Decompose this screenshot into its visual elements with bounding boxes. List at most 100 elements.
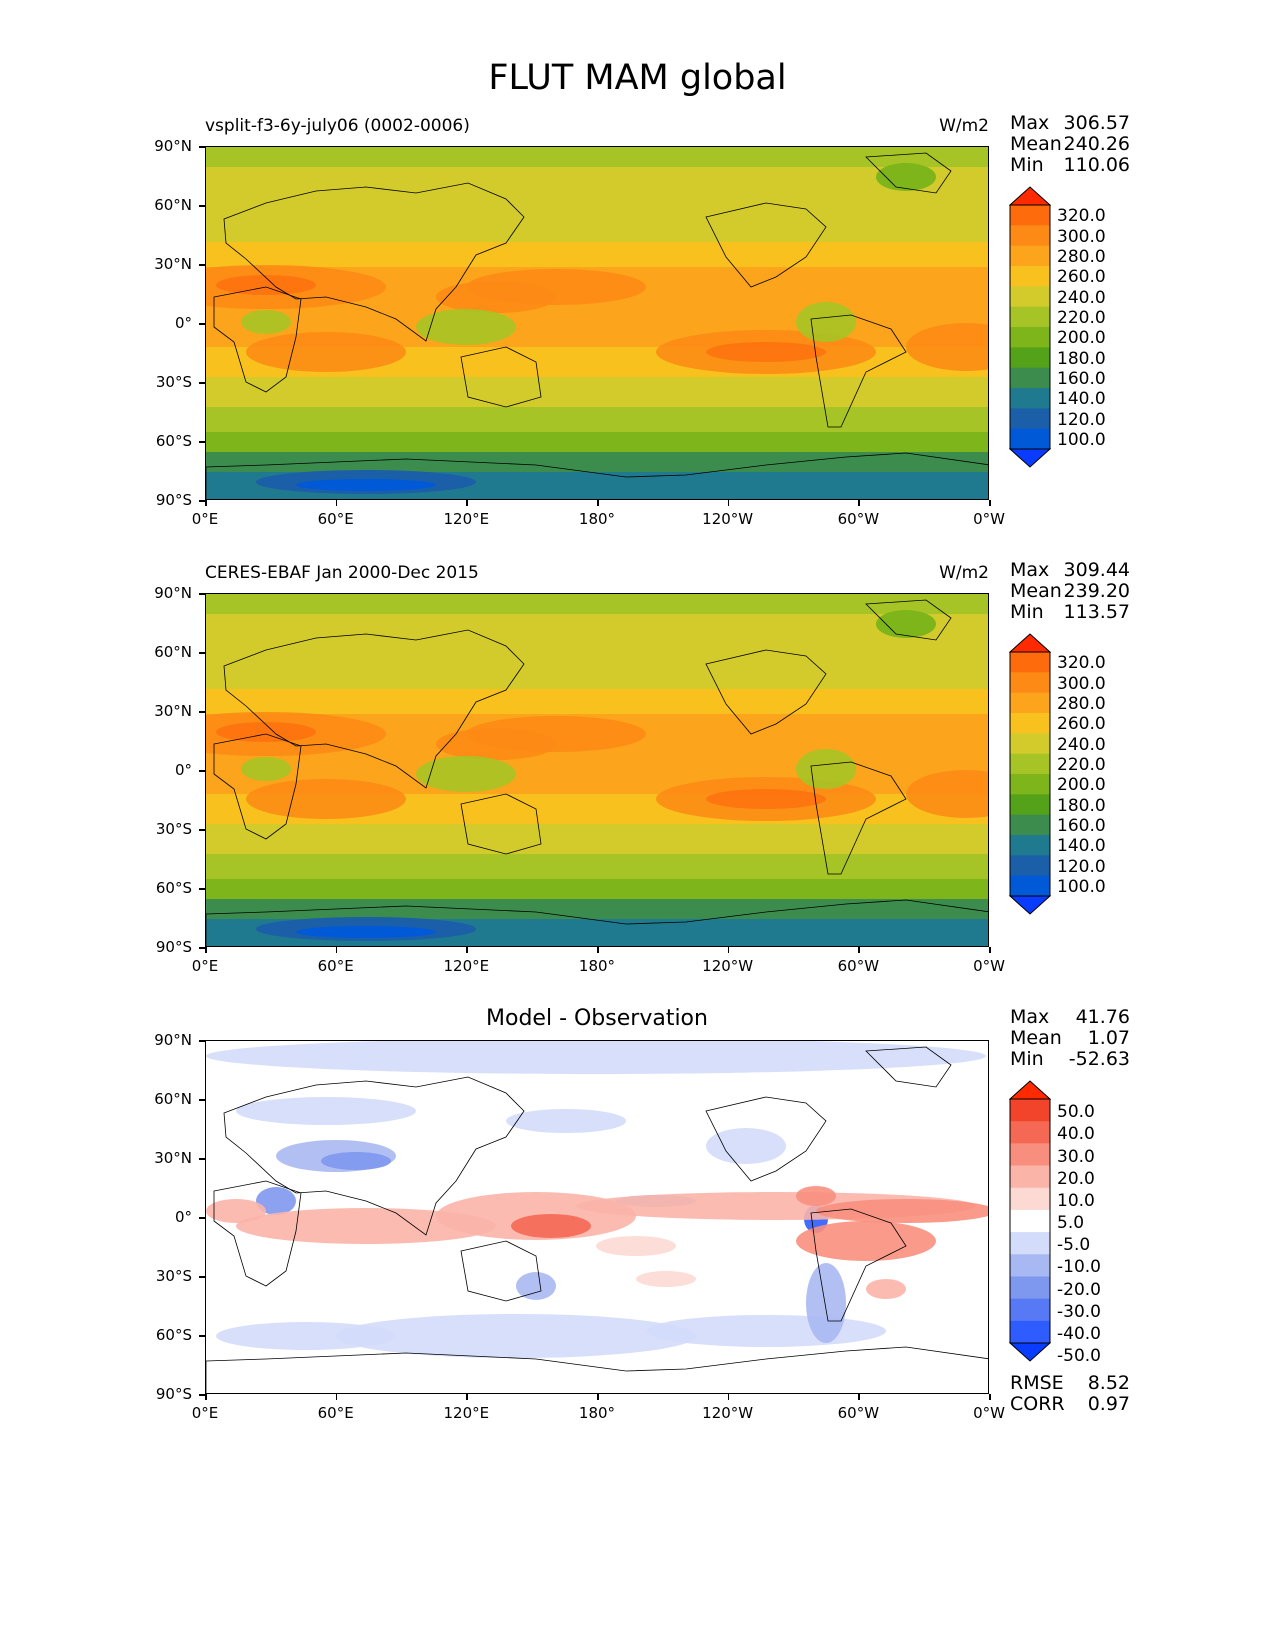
lon-tick-label: 60°W <box>837 957 880 975</box>
lat-tick-mark <box>199 382 205 384</box>
colorbar-tick-label: 120.0 <box>1057 409 1106 430</box>
lon-tick-label: 120°W <box>702 1404 754 1422</box>
colorbar-tick-label: 160.0 <box>1057 816 1106 836</box>
colorbar-tick-label: 320.0 <box>1057 653 1106 674</box>
lat-tick-mark <box>199 593 205 595</box>
corr-label: CORR <box>1010 1393 1065 1415</box>
lon-tick-label: 120°E <box>443 510 490 528</box>
colorbar-tick-label: -20.0 <box>1057 1279 1101 1300</box>
colorbar-tick-label: 200.0 <box>1057 775 1106 796</box>
colorbar <box>1009 186 1051 468</box>
colorbar-tick-label: -5.0 <box>1057 1235 1091 1256</box>
contour-field <box>206 147 988 499</box>
colorbar <box>1009 633 1051 915</box>
lon-tick-mark <box>858 1394 860 1400</box>
colorbar-tick-label: 280.0 <box>1057 694 1106 714</box>
panel-units: W/m2 <box>939 116 989 136</box>
lat-tick-label: 30°S <box>155 373 192 391</box>
panel-center-title: Model - Observation <box>486 1006 708 1031</box>
stat-value: 306.57 <box>1063 112 1130 134</box>
lon-tick-mark <box>205 1394 207 1400</box>
lon-tick-label: 60°E <box>317 510 354 528</box>
lat-tick-mark <box>199 1099 205 1101</box>
map-obs <box>205 593 989 947</box>
lon-tick-label: 0°E <box>191 1404 219 1422</box>
stat-label: Mean <box>1010 1027 1062 1049</box>
colorbar-tick-label: 260.0 <box>1057 267 1106 288</box>
colorbar-tick-label: 180.0 <box>1057 348 1106 369</box>
lat-tick-mark <box>199 1335 205 1337</box>
colorbar-tick-label: 220.0 <box>1057 308 1106 328</box>
lon-tick-mark <box>335 1394 338 1400</box>
lat-tick-label: 30°S <box>155 820 192 838</box>
lon-tick-mark <box>989 947 991 953</box>
colorbar-tick-label: 300.0 <box>1057 673 1106 694</box>
lat-tick-label: 60°S <box>155 1326 192 1344</box>
lat-tick-label: 60°S <box>155 879 192 897</box>
stat-label: Min <box>1010 601 1044 623</box>
colorbar-tick-label: 220.0 <box>1057 755 1106 775</box>
stat-value: 1.07 <box>1087 1027 1130 1049</box>
lon-tick-mark <box>205 500 207 506</box>
lon-tick-mark <box>727 947 730 953</box>
lon-tick-label: 120°W <box>702 957 754 975</box>
stat-label: Min <box>1010 1048 1044 1070</box>
lat-tick-mark <box>199 770 205 772</box>
lat-tick-mark <box>199 1217 205 1219</box>
lon-tick-mark <box>858 500 860 506</box>
lon-tick-label: 0°W <box>973 510 1005 528</box>
lat-tick-mark <box>199 947 205 949</box>
stat-value: 240.26 <box>1063 133 1130 155</box>
colorbar-tick-label: 120.0 <box>1057 856 1106 877</box>
stat-label: Max <box>1010 559 1050 581</box>
panel-left-title: vsplit-f3-6y-july06 (0002-0006) <box>205 116 470 136</box>
lon-tick-mark <box>466 947 468 953</box>
colorbar-tick-label: 100.0 <box>1057 877 1106 897</box>
lat-tick-label: 90°S <box>155 938 192 956</box>
colorbar-tick-label: 320.0 <box>1057 206 1106 227</box>
contour-field <box>206 1041 988 1393</box>
lon-tick-label: 120°W <box>702 510 754 528</box>
lat-tick-label: 60°N <box>154 1090 192 1108</box>
panel-units: W/m2 <box>939 563 989 583</box>
colorbar-tick-label: -40.0 <box>1057 1324 1101 1344</box>
lat-tick-label: 90°N <box>154 137 192 155</box>
lon-tick-label: 180° <box>578 957 616 975</box>
rmse-value: 8.52 <box>1087 1372 1130 1394</box>
lon-tick-label: 120°E <box>443 957 490 975</box>
colorbar-tick-label: 30.0 <box>1057 1146 1095 1167</box>
lon-tick-label: 0°W <box>973 957 1005 975</box>
colorbar-tick-label: 140.0 <box>1057 389 1106 410</box>
colorbar-tick-label: 280.0 <box>1057 247 1106 267</box>
stat-value: -52.63 <box>1068 1048 1130 1070</box>
lat-tick-label: 0° <box>174 761 192 779</box>
lat-tick-label: 30°N <box>154 255 192 273</box>
stat-label: Mean <box>1010 133 1062 155</box>
corr-value: 0.97 <box>1087 1393 1130 1415</box>
colorbar-tick-label: 300.0 <box>1057 226 1106 247</box>
lat-tick-mark <box>199 146 205 148</box>
lat-tick-label: 60°N <box>154 643 192 661</box>
lat-tick-label: 90°S <box>155 491 192 509</box>
lat-tick-mark <box>199 1276 205 1278</box>
colorbar-tick-label: -50.0 <box>1057 1346 1101 1367</box>
rmse-label: RMSE <box>1010 1372 1064 1394</box>
lat-tick-label: 30°N <box>154 702 192 720</box>
colorbar-tick-label: 240.0 <box>1057 287 1106 308</box>
colorbar-wrap <box>1009 633 1051 915</box>
lon-tick-mark <box>597 1394 599 1400</box>
colorbar-tick-label: 100.0 <box>1057 430 1106 450</box>
lon-tick-mark <box>727 500 730 506</box>
panel-left-title: CERES-EBAF Jan 2000-Dec 2015 <box>205 563 479 583</box>
map-diff <box>205 1040 989 1394</box>
stat-label: Mean <box>1010 580 1062 602</box>
lat-tick-label: 60°S <box>155 432 192 450</box>
stat-value: 41.76 <box>1075 1006 1130 1028</box>
lon-tick-mark <box>466 1394 468 1400</box>
lat-tick-mark <box>199 652 205 654</box>
lat-tick-mark <box>199 829 205 831</box>
colorbar-tick-label: 50.0 <box>1057 1102 1095 1123</box>
lat-tick-label: 90°N <box>154 1031 192 1049</box>
lon-tick-label: 60°W <box>837 1404 880 1422</box>
lon-tick-mark <box>858 947 860 953</box>
